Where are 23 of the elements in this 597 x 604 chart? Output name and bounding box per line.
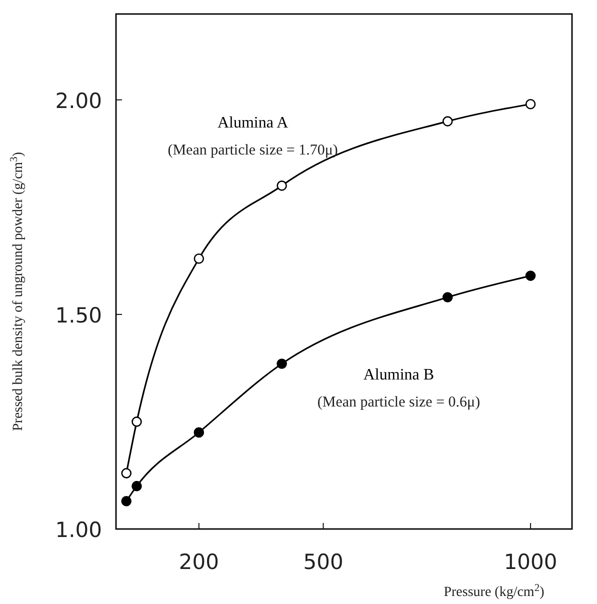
point (525, 98, 536, 110)
annotation: (Mean particle size = 1.70μ) (168, 142, 338, 158)
point (194, 427, 204, 438)
y-tick-label: 1.00 (55, 518, 102, 542)
x-tick-label: 500 (303, 550, 344, 574)
point (132, 416, 142, 427)
point (276, 180, 287, 191)
point (121, 468, 132, 478)
point (442, 116, 453, 126)
point (121, 496, 132, 506)
point (132, 480, 142, 492)
annotation: (Mean particle size = 0.6μ) (317, 394, 480, 411)
point (276, 358, 287, 369)
x-axis-title: Pressure (kg/cm$^{2}$) (444, 582, 545, 600)
y-tick-label: 1.50 (55, 303, 102, 328)
point (194, 253, 204, 264)
y-tick-label: 2.00 (55, 88, 102, 113)
x-tick-label: 200 (178, 550, 219, 574)
text: Alumina B (363, 366, 434, 384)
x-tick-label: 1000 (504, 550, 558, 574)
point (525, 270, 536, 281)
text: Alumina A (217, 114, 289, 132)
point (442, 292, 453, 302)
